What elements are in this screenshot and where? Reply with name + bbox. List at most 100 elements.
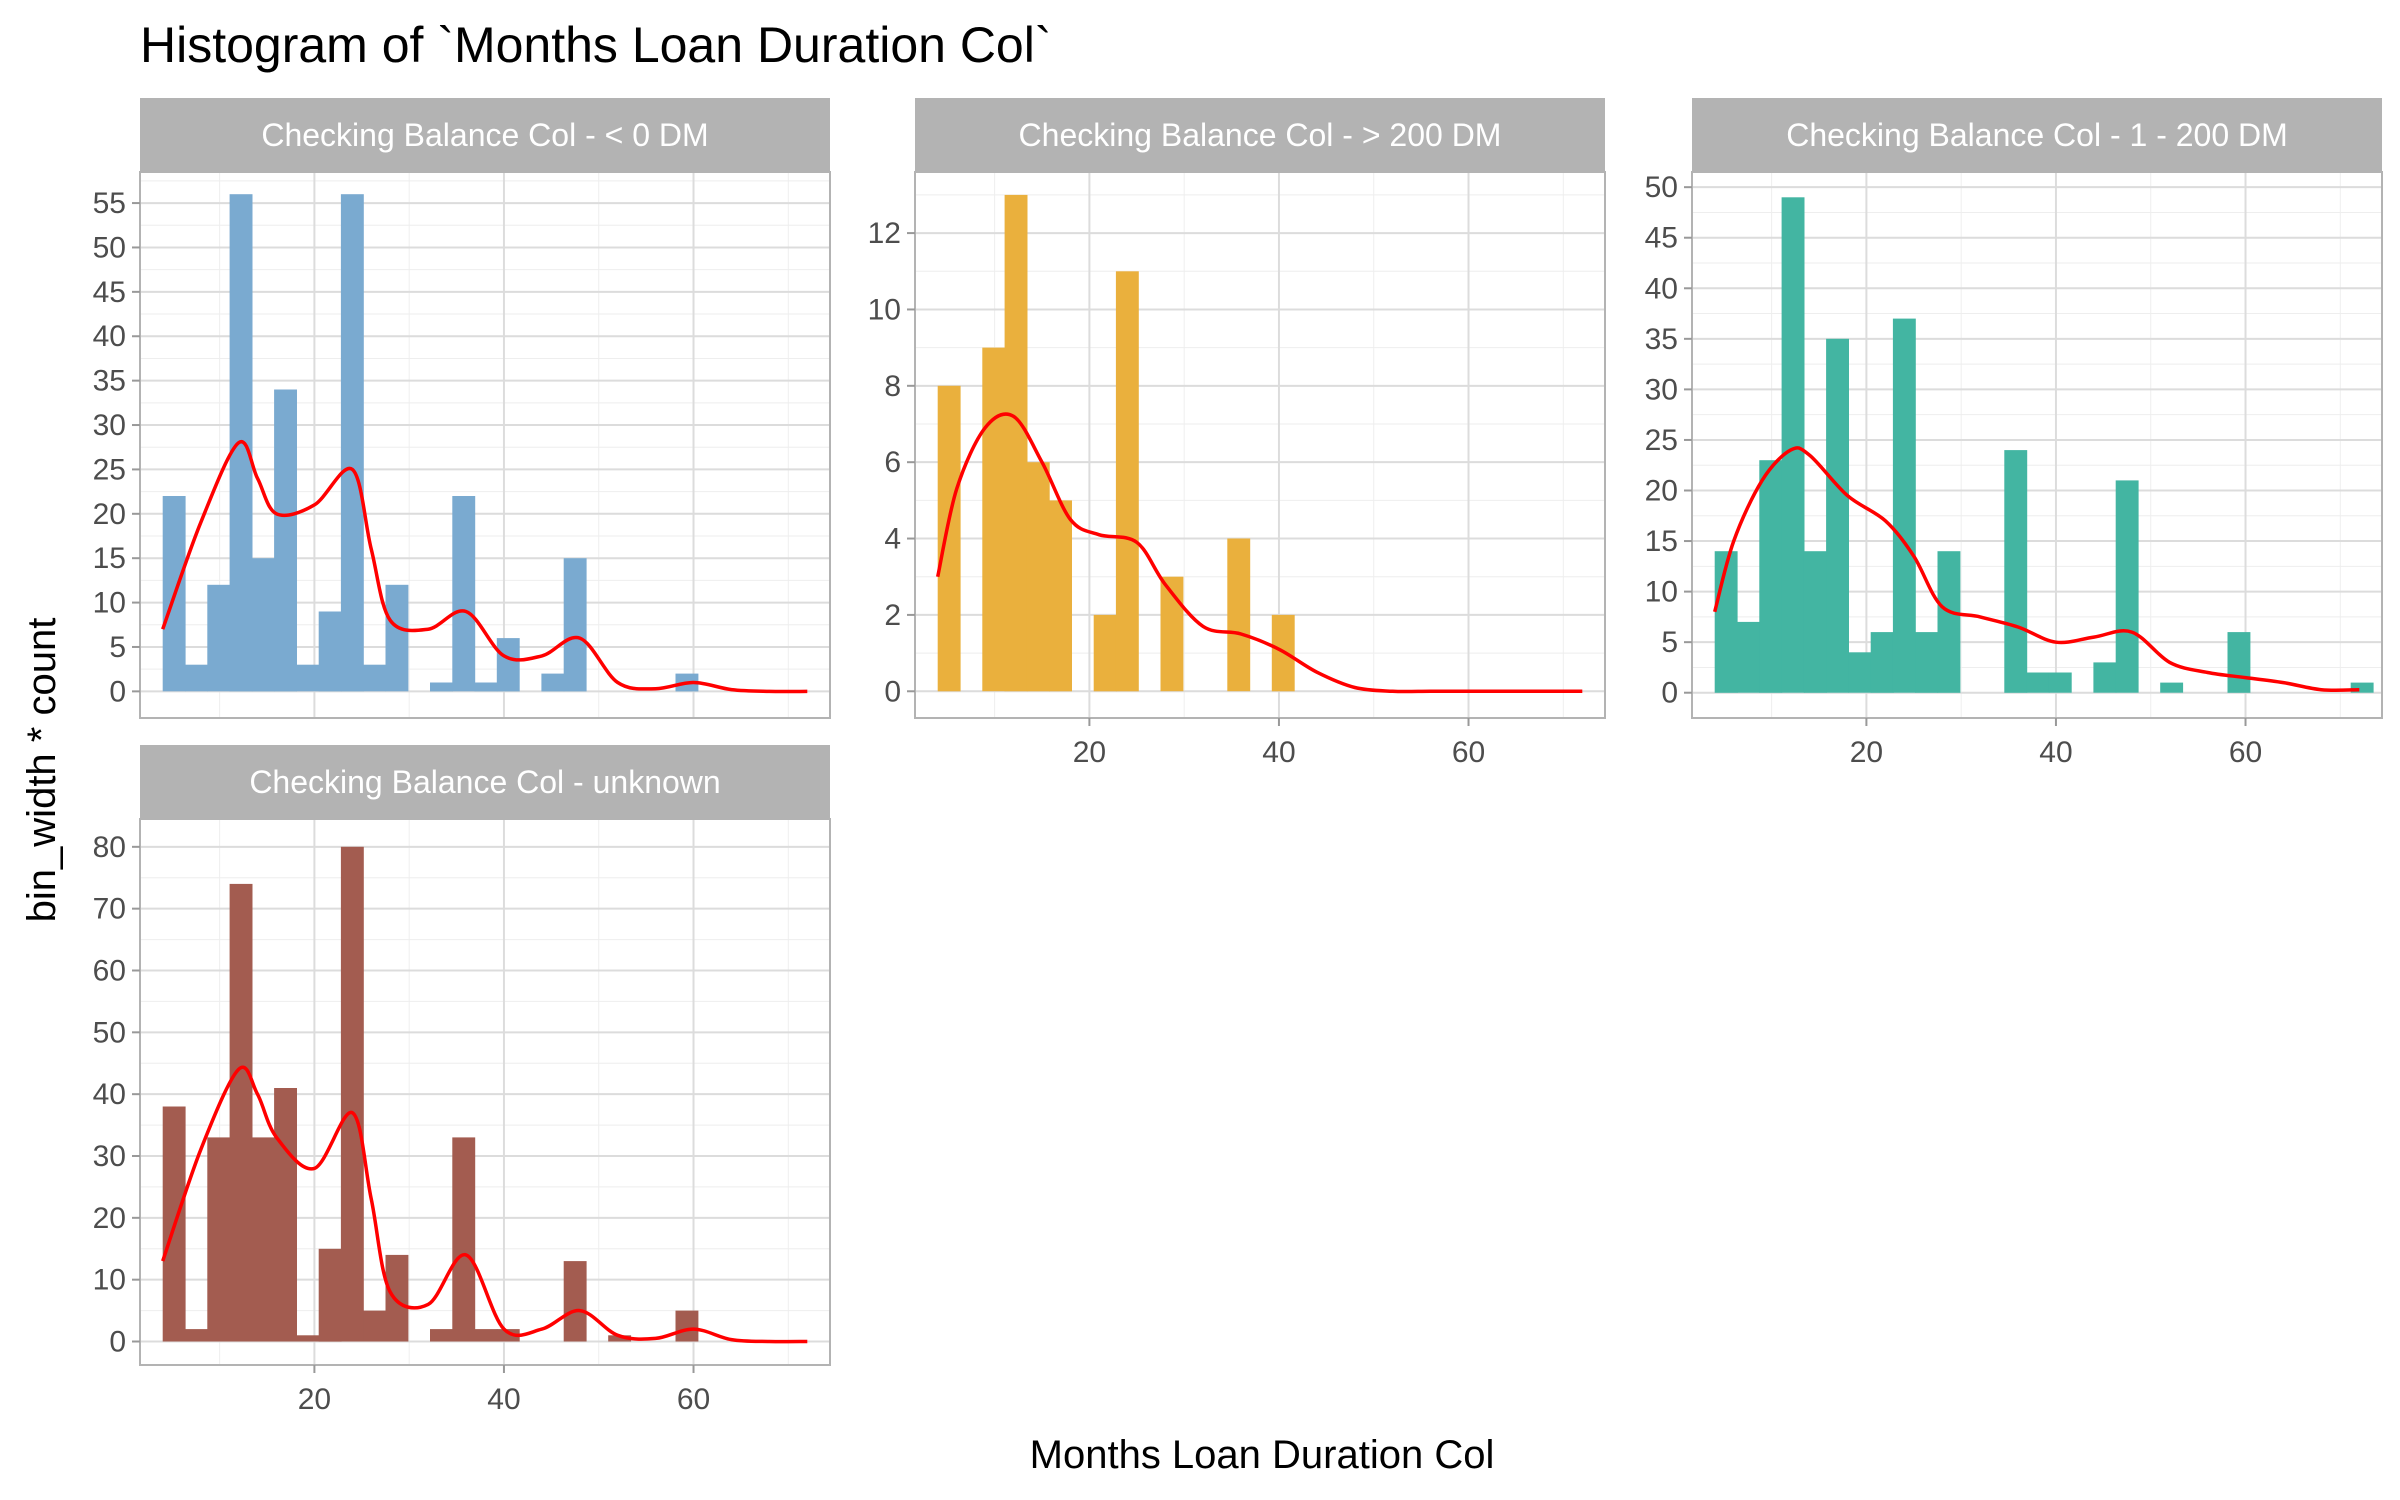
y-tick-label: 40 [93, 1078, 126, 1111]
histogram-bar [1759, 460, 1783, 693]
histogram-bar [340, 194, 364, 692]
y-tick-label: 2 [884, 599, 901, 632]
x-tick-label: 20 [1073, 736, 1106, 769]
facet-strip-label: Checking Balance Col - 1 - 200 DM [1786, 117, 2288, 153]
facet-strip-label: Checking Balance Col - > 200 DM [1019, 117, 1502, 153]
density-curve [935, 412, 1583, 694]
y-tick-label: 25 [93, 453, 126, 486]
y-tick-label: 35 [93, 365, 126, 398]
facet-panel: Checking Balance Col - < 0 DM 0 5 10 15 20 25 3… [93, 98, 831, 719]
y-tick-label: 20 [1645, 475, 1678, 508]
density-curve [161, 1065, 808, 1344]
histogram-bar [1937, 551, 1961, 693]
histogram-bar [452, 1137, 476, 1342]
histogram-bar [474, 682, 498, 692]
y-tick-label: 50 [1645, 171, 1678, 204]
histogram-bar [1093, 614, 1117, 692]
x-tick-label: 60 [2229, 736, 2262, 769]
y-tick-label: 10 [868, 293, 901, 326]
histogram-bar [318, 611, 342, 692]
histogram-bar [207, 1137, 231, 1342]
histogram-bar [675, 1310, 699, 1342]
y-tick-label: 40 [93, 320, 126, 353]
y-tick-label: 60 [93, 954, 126, 987]
y-tick-label: 40 [1645, 272, 1678, 305]
histogram-bar [251, 1137, 275, 1342]
density-curve [1713, 446, 2360, 692]
histogram-bar [185, 664, 208, 692]
y-tick-label: 0 [1661, 677, 1678, 710]
x-tick-label: 40 [1262, 736, 1295, 769]
facet-panels: Checking Balance Col - < 0 DM05101520253… [93, 98, 2383, 1416]
panel-border [1691, 171, 2383, 719]
y-tick-label: 30 [1645, 373, 1678, 406]
histogram-bar [229, 883, 253, 1342]
histogram-bar [541, 673, 565, 692]
y-tick-label: 80 [93, 831, 126, 864]
histogram-bar [982, 347, 1006, 692]
y-tick-label: 12 [868, 217, 901, 250]
histogram-bar [1826, 338, 1849, 693]
y-tick-label: 15 [1645, 525, 1678, 558]
histogram-bar [1781, 197, 1805, 693]
histogram-bar [1160, 576, 1184, 692]
y-tick-label: 25 [1645, 424, 1678, 457]
histogram-bar [430, 1329, 453, 1342]
histogram-bar [1803, 551, 1827, 693]
y-tick-label: 45 [1645, 222, 1678, 255]
y-tick-label: 15 [93, 542, 126, 575]
histogram-bar [2115, 480, 2139, 693]
y-tick-label: 10 [93, 587, 126, 620]
histogram-bar [2093, 662, 2117, 693]
histogram-bar [452, 496, 476, 692]
histogram-bar [1848, 652, 1872, 693]
histogram-bar [1004, 194, 1028, 692]
histogram-bar [340, 846, 364, 1342]
x-axis-title: Months Loan Duration Col [1030, 1433, 1495, 1477]
histogram-bar [296, 664, 320, 692]
facet-strip [1692, 98, 2382, 172]
panel-border [139, 818, 831, 1366]
histogram-bar [363, 1310, 387, 1342]
histogram-bar [385, 1254, 409, 1342]
histogram-bar [496, 638, 520, 692]
y-tick-label: 5 [109, 631, 126, 664]
histogram-bar [563, 1261, 587, 1342]
y-tick-label: 10 [1645, 576, 1678, 609]
x-tick-label: 40 [487, 1383, 520, 1416]
histogram-bar [2160, 682, 2184, 693]
histogram-bar [274, 389, 297, 692]
histogram-bar [1892, 318, 1916, 693]
facet-strip [140, 98, 830, 172]
y-tick-label: 55 [93, 187, 126, 220]
histogram-bar [363, 664, 387, 692]
density-curve [161, 439, 808, 694]
y-tick-label: 50 [93, 1016, 126, 1049]
histogram-bar [207, 584, 231, 692]
histogram-bar [1737, 621, 1760, 693]
histogram-bar [474, 1329, 498, 1342]
histogram-bar [608, 1335, 632, 1342]
y-tick-label: 4 [884, 523, 901, 556]
panel-border [139, 171, 831, 719]
y-tick-label: 5 [1661, 626, 1678, 659]
histogram-bar [1115, 271, 1139, 692]
y-tick-label: 50 [93, 231, 126, 264]
x-tick-label: 20 [1850, 736, 1883, 769]
histogram-bar [2048, 672, 2072, 693]
histogram-bar [1915, 632, 1939, 693]
y-tick-label: 20 [93, 1202, 126, 1235]
histogram-bar [937, 385, 961, 692]
y-tick-label: 30 [93, 1140, 126, 1173]
histogram-bar [1227, 538, 1251, 692]
y-tick-label: 10 [93, 1264, 126, 1297]
facet-strip [915, 98, 1605, 172]
histogram-bar [2004, 450, 2028, 693]
facet-strip-label: Checking Balance Col - < 0 DM [261, 117, 708, 153]
y-tick-label: 35 [1645, 323, 1678, 356]
histogram-bar [251, 558, 275, 692]
histogram-bar [2026, 672, 2050, 693]
facet-panel: Checking Balance Col - 1 - 200 DM 0 5 10 15 2… [1645, 98, 2383, 769]
histogram-bar [296, 1335, 320, 1342]
y-tick-label: 0 [109, 1326, 126, 1359]
